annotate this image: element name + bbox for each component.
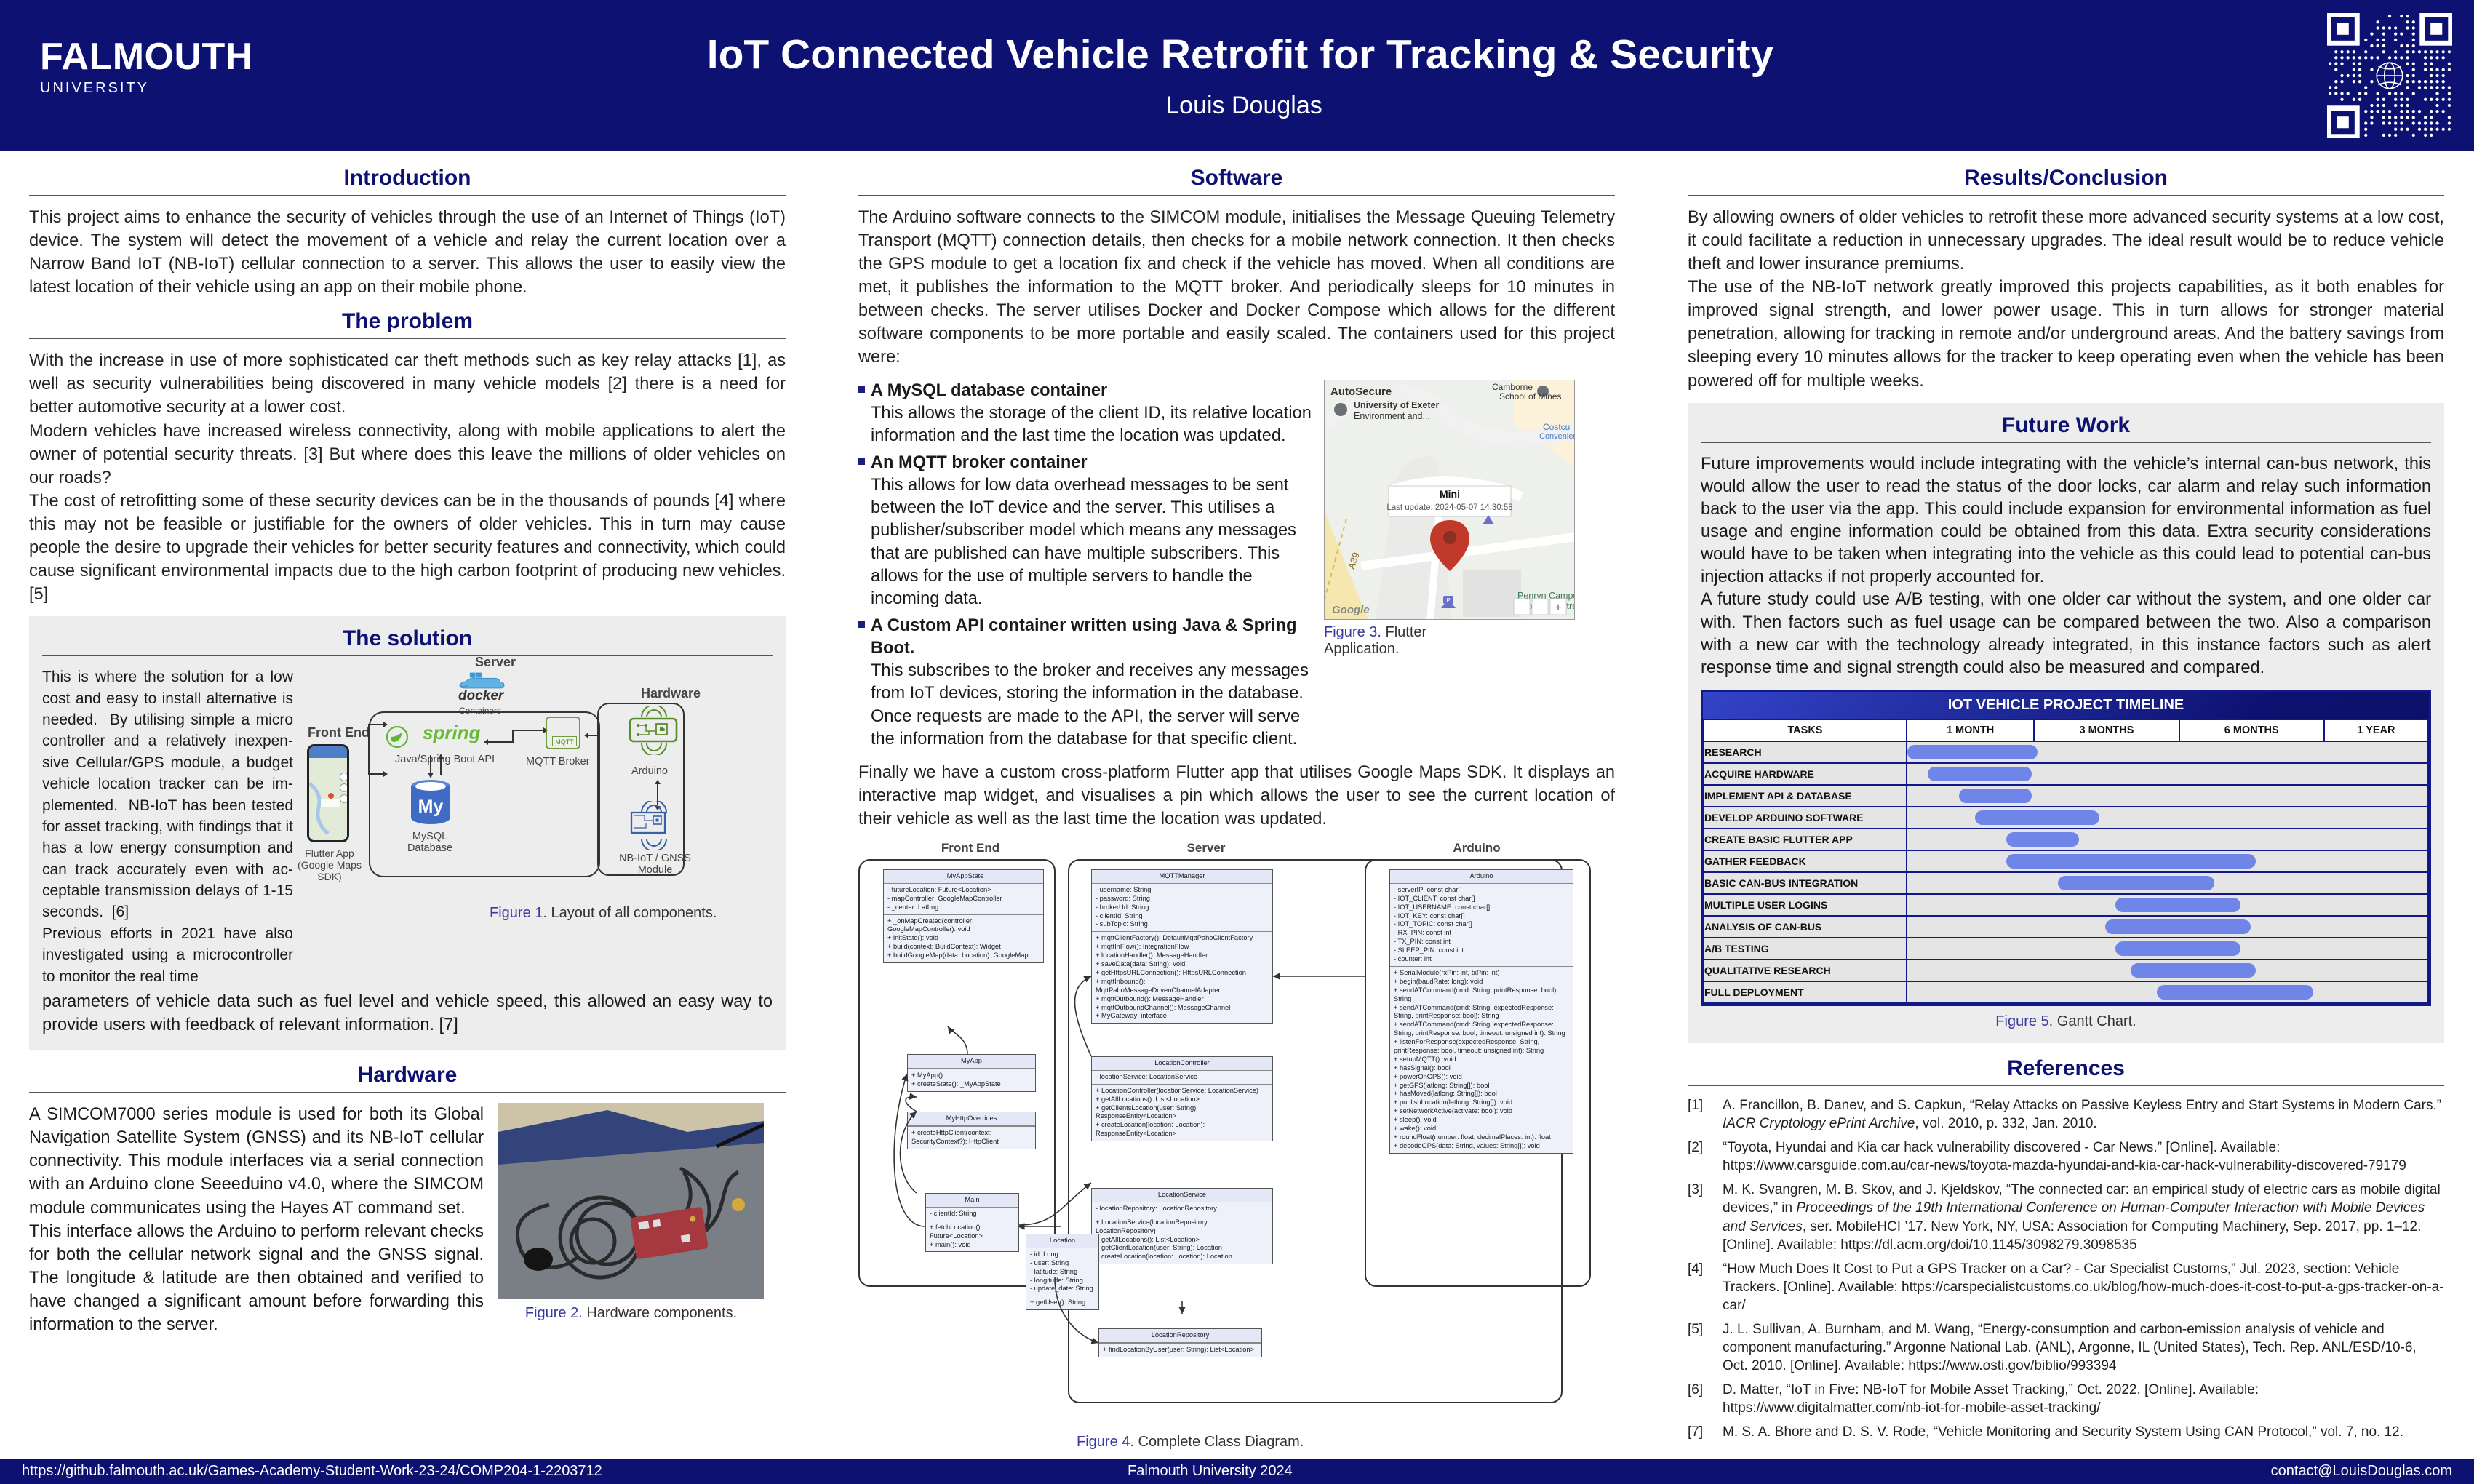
svg-text:Convenience: Convenience bbox=[1539, 432, 1575, 441]
svg-text:School of Mines: School of Mines bbox=[1499, 391, 1561, 402]
svg-text:Costcu: Costcu bbox=[1543, 422, 1570, 432]
svg-text:University of Exeter: University of Exeter bbox=[1354, 400, 1440, 410]
svg-text:Camborne: Camborne bbox=[1492, 382, 1533, 392]
svg-text:Environment and...: Environment and... bbox=[1354, 411, 1430, 421]
svg-text:Mini: Mini bbox=[1440, 488, 1460, 500]
svg-text:Google: Google bbox=[1332, 604, 1370, 616]
svg-text:My: My bbox=[418, 797, 444, 817]
svg-text:+: + bbox=[1555, 602, 1561, 614]
svg-text:P: P bbox=[1446, 597, 1450, 604]
svg-text:Last update: 2024-05-07 14:30:: Last update: 2024-05-07 14:30:58 bbox=[1386, 503, 1512, 512]
